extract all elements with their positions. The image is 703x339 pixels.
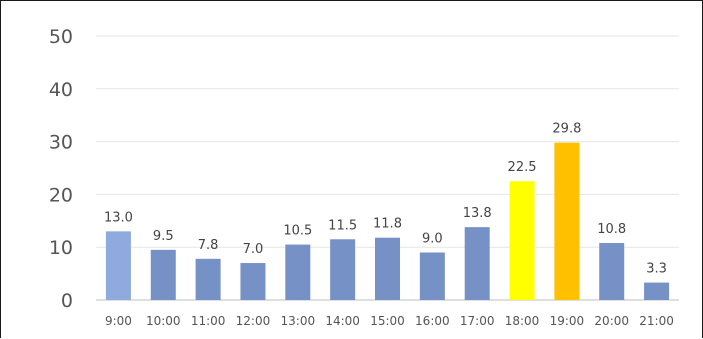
data-label: 10.5	[283, 224, 312, 239]
bar-10:00	[150, 249, 176, 300]
x-tick-label: 14:00	[325, 314, 360, 328]
x-axis: 9:00 10:00 11:00 12:00 13:00 14:00 15:00 16:00 1…	[105, 314, 674, 328]
y-tick-label: 30	[49, 132, 73, 154]
data-label: 11.8	[373, 217, 402, 232]
bar-15:00	[375, 237, 400, 300]
x-tick-label: 19:00	[550, 314, 585, 328]
x-tick-label: 13:00	[281, 314, 316, 328]
bar-11:00	[195, 258, 221, 300]
x-tick-label: 18:00	[505, 314, 540, 328]
x-tick-label: 20:00	[594, 314, 629, 328]
bar-9:00	[105, 231, 131, 300]
bar-19:00	[554, 142, 580, 300]
y-tick-label: 20	[49, 184, 73, 206]
x-tick-label: 17:00	[460, 314, 495, 328]
bars	[105, 142, 670, 300]
x-tick-label: 11:00	[191, 314, 226, 328]
data-label: 13.8	[463, 206, 492, 221]
bar-21:00	[644, 282, 670, 300]
data-label: 10.8	[597, 222, 626, 237]
data-label: 9.0	[422, 231, 443, 246]
x-tick-label: 16:00	[415, 314, 450, 328]
x-tick-label: 10:00	[146, 314, 181, 328]
bar-20:00	[599, 242, 625, 300]
data-label: 9.5	[153, 229, 174, 244]
x-tick-label: 21:00	[639, 314, 674, 328]
bar-16:00	[419, 252, 445, 300]
y-tick-label: 10	[49, 237, 73, 259]
y-tick-label: 40	[49, 79, 73, 101]
data-label: 7.8	[198, 238, 219, 253]
bar-18:00	[509, 181, 535, 300]
y-axis: 0 10 20 30 40 50	[49, 26, 73, 312]
data-label: 13.0	[104, 210, 133, 225]
data-label: 3.3	[646, 262, 667, 277]
bar-14:00	[330, 239, 356, 300]
bar-12:00	[240, 263, 266, 300]
data-label: 22.5	[508, 160, 537, 175]
data-labels: 13.0 9.5 7.8 7.0 10.5 11.5 11.8 9.0 13.8 22.5 29.8…	[104, 122, 667, 277]
data-label: 29.8	[552, 122, 581, 137]
y-tick-label: 0	[61, 290, 73, 312]
data-label: 7.0	[243, 242, 264, 257]
bar-17:00	[464, 227, 490, 300]
data-label: 11.5	[328, 218, 357, 233]
y-tick-label: 50	[49, 26, 73, 48]
x-tick-label: 15:00	[370, 314, 405, 328]
x-tick-label: 9:00	[105, 314, 132, 328]
bar-13:00	[285, 244, 311, 300]
x-tick-label: 12:00	[236, 314, 271, 328]
